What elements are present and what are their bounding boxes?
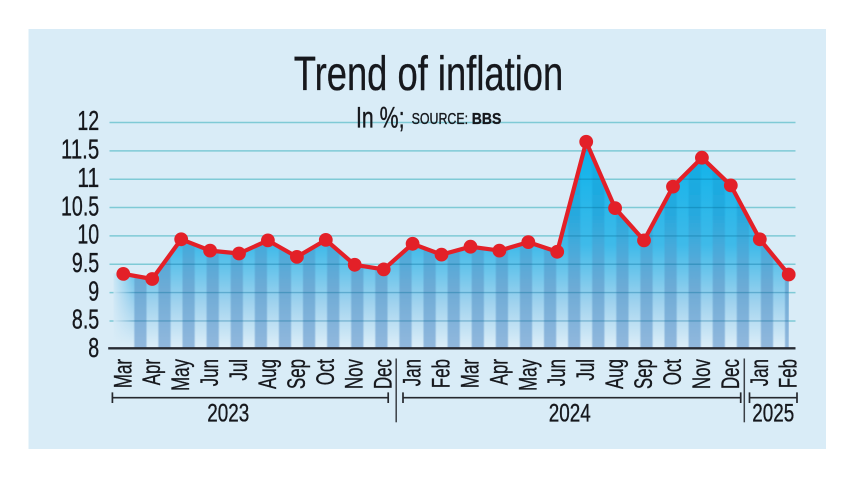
svg-text:Oct: Oct (312, 359, 340, 385)
svg-text:In %;: In %; (356, 102, 405, 135)
svg-text:9.5: 9.5 (72, 247, 99, 278)
svg-text:Mar: Mar (109, 359, 137, 388)
svg-text:Nov: Nov (341, 359, 369, 389)
svg-text:BBS: BBS (472, 111, 502, 128)
svg-text:2023: 2023 (207, 400, 249, 428)
svg-text:May: May (514, 359, 542, 391)
svg-text:11.5: 11.5 (61, 134, 99, 165)
svg-text:Jan: Jan (746, 359, 774, 386)
svg-text:Trend of inflation: Trend of inflation (294, 48, 564, 101)
svg-text:10: 10 (77, 219, 99, 250)
svg-text:2025: 2025 (752, 400, 794, 428)
svg-text:2024: 2024 (549, 400, 591, 428)
svg-text:Aug: Aug (254, 359, 282, 389)
svg-text:Apr: Apr (138, 359, 166, 385)
svg-text:Jun: Jun (543, 359, 571, 386)
svg-text:SOURCE:: SOURCE: (412, 111, 469, 128)
svg-text:Jun: Jun (196, 359, 224, 386)
svg-text:10.5: 10.5 (61, 190, 99, 221)
svg-text:11: 11 (77, 162, 99, 193)
svg-text:Feb: Feb (775, 359, 803, 388)
svg-text:Jan: Jan (399, 359, 427, 386)
svg-text:Sep: Sep (283, 359, 311, 389)
svg-text:Feb: Feb (428, 359, 456, 388)
svg-text:Jul: Jul (225, 359, 253, 381)
svg-text:Oct: Oct (659, 359, 687, 385)
svg-text:Mar: Mar (457, 359, 485, 388)
svg-text:Dec: Dec (717, 359, 745, 389)
svg-text:Nov: Nov (688, 359, 716, 389)
svg-text:May: May (167, 359, 195, 391)
svg-text:Sep: Sep (630, 359, 658, 389)
svg-text:8: 8 (88, 332, 99, 363)
svg-text:Dec: Dec (370, 359, 398, 389)
svg-text:9: 9 (88, 275, 99, 306)
svg-text:Aug: Aug (601, 359, 629, 389)
svg-text:8.5: 8.5 (72, 304, 99, 335)
svg-text:Jul: Jul (572, 359, 600, 381)
svg-text:Apr: Apr (485, 359, 513, 385)
svg-text:12: 12 (77, 105, 99, 136)
